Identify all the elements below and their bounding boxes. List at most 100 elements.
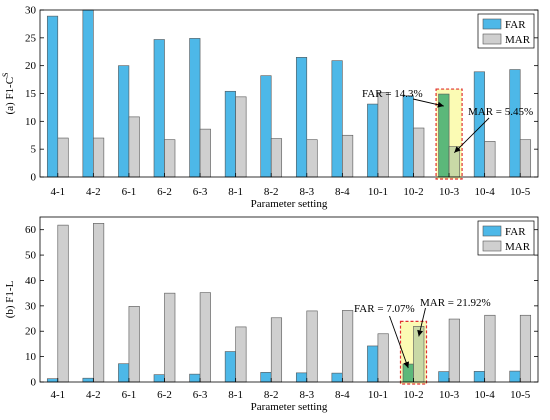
x-axis-label: Parameter setting [251, 401, 328, 413]
x-tick-label: 8-1 [228, 186, 243, 198]
mar-bar-8-3 [306, 139, 318, 178]
far-bar-10-3 [438, 371, 450, 383]
plot-frame [39, 216, 539, 383]
mar-bar-10-1 [377, 333, 389, 383]
mar-bar-8-2 [270, 138, 283, 178]
x-tick-label: 8-2 [264, 186, 279, 198]
annotation-arrow-head [437, 101, 444, 108]
y-tick-label: 10 [25, 351, 37, 363]
x-axis-label: Parameter setting [251, 198, 328, 210]
y-tick-label: 40 [25, 275, 37, 287]
y-axis-label-superscript: S [1, 72, 10, 76]
y-tick-label: 10 [25, 116, 37, 128]
annotation-arrow-line [454, 117, 490, 153]
y-axis-label-text: (a) F1-C [4, 77, 16, 115]
mar-bar-10-4 [484, 314, 496, 383]
legend-label-far: FAR [505, 19, 526, 31]
x-tick-label: 10-3 [439, 186, 460, 198]
far-bar-6-3 [189, 373, 201, 383]
far-bar-8-4 [331, 372, 343, 383]
x-tick-label: 4-2 [86, 389, 101, 401]
x-tick-label: 10-2 [403, 186, 423, 198]
mar-bar-8-3 [306, 310, 318, 383]
y-tick-label: 20 [25, 60, 37, 72]
mar-bar-10-1 [377, 92, 389, 178]
annotation-arrow-head [417, 329, 424, 337]
far-bar-6-3 [189, 38, 201, 178]
annotation-mar: MAR = 5.45% [468, 106, 533, 118]
panel-a: 0 5 10 15 20 25 30 4-1 4-2 6-1 6-2 6-3 8-1 8-2 8-3 8-4 1… [1, 5, 539, 210]
x-tick-label: 10-4 [475, 186, 496, 198]
x-tick-label: 8-2 [264, 389, 279, 401]
panel-b: 0 10 20 30 40 50 60 4-1 4-2 6-1 6-2 6-3 8-1 8-2 8-3 8-4… [4, 216, 539, 413]
mar-bar-4-2 [93, 223, 105, 383]
legend-swatch-far [482, 18, 502, 30]
x-tick-label: 4-1 [50, 389, 65, 401]
far-bar-6-2 [153, 39, 165, 178]
mar-bar-8-4 [342, 310, 354, 383]
far-bar-8-2 [260, 372, 272, 383]
x-tick-label: 8-4 [335, 389, 350, 401]
x-tick-label: 8-4 [335, 186, 350, 198]
far-bar-8-1 [224, 351, 236, 383]
mar-bar-6-2 [164, 139, 176, 178]
legend-swatch-mar [482, 33, 502, 45]
mar-bar-6-1 [128, 116, 140, 178]
annotation-far: FAR = 14.3% [362, 88, 423, 100]
mar-bar-8-1 [235, 326, 247, 383]
far-bar-4-1 [46, 378, 59, 383]
x-tick-label: 6-3 [193, 389, 208, 401]
mar-bar-4-2 [93, 137, 105, 178]
legend-label-mar: MAR [505, 241, 531, 253]
far-bar-10-1 [367, 345, 379, 383]
legend-swatch-far [482, 225, 502, 237]
far-bar-10-5 [509, 69, 521, 178]
y-tick-label: 25 [25, 32, 37, 44]
x-tick-label: 10-5 [510, 186, 531, 198]
mar-bar-8-4 [342, 134, 354, 178]
y-tick-label: 15 [25, 88, 37, 100]
annotation-arrow-head [454, 146, 461, 153]
legend-swatch-mar [482, 240, 502, 252]
y-tick-label: 5 [31, 144, 37, 156]
far-bar-10-5 [509, 370, 521, 383]
far-bar-8-2 [260, 75, 272, 178]
x-tick-label: 6-1 [122, 389, 137, 401]
y-tick-label: 0 [31, 377, 37, 389]
mar-bar-6-3 [199, 128, 211, 178]
x-tick-label: 6-3 [193, 186, 208, 198]
x-tick-label: 4-1 [50, 186, 65, 198]
mar-bar-10-5 [519, 139, 532, 178]
mar-bar-6-2 [164, 292, 176, 383]
x-tick-label: 10-5 [510, 389, 531, 401]
legend-label-far: FAR [505, 226, 526, 238]
y-tick-label: 20 [25, 326, 37, 338]
far-bar-6-2 [153, 374, 165, 383]
mar-bar-4-1 [57, 137, 69, 178]
y-axis-label: (a) F1-CS [1, 72, 16, 114]
x-tick-label: 8-3 [299, 186, 314, 198]
x-tick-label: 10-1 [368, 389, 388, 401]
y-tick-label: 60 [25, 224, 37, 236]
mar-bar-8-1 [235, 96, 247, 178]
far-bar-4-1 [46, 15, 59, 178]
x-tick-label: 10-3 [439, 389, 460, 401]
x-tick-label: 6-2 [157, 389, 172, 401]
x-tick-label: 8-3 [299, 389, 314, 401]
annotation-mar: MAR = 21.92% [420, 297, 491, 309]
far-bar-4-2 [82, 9, 94, 178]
mar-bar-10-2 [413, 127, 425, 178]
mar-bar-8-2 [270, 317, 283, 383]
mar-bar-6-1 [128, 306, 140, 383]
mar-bar-10-5 [519, 314, 532, 383]
mar-bar-4-1 [57, 224, 69, 383]
far-bar-10-1 [367, 103, 379, 178]
far-bar-6-1 [118, 363, 130, 383]
far-bar-10-2 [402, 95, 414, 178]
annotation-far: FAR = 7.07% [354, 303, 415, 315]
y-tick-label: 0 [31, 172, 37, 184]
x-tick-label: 4-2 [86, 186, 101, 198]
annotation-arrow-head [403, 361, 410, 369]
annotation-arrow-line [389, 315, 409, 369]
